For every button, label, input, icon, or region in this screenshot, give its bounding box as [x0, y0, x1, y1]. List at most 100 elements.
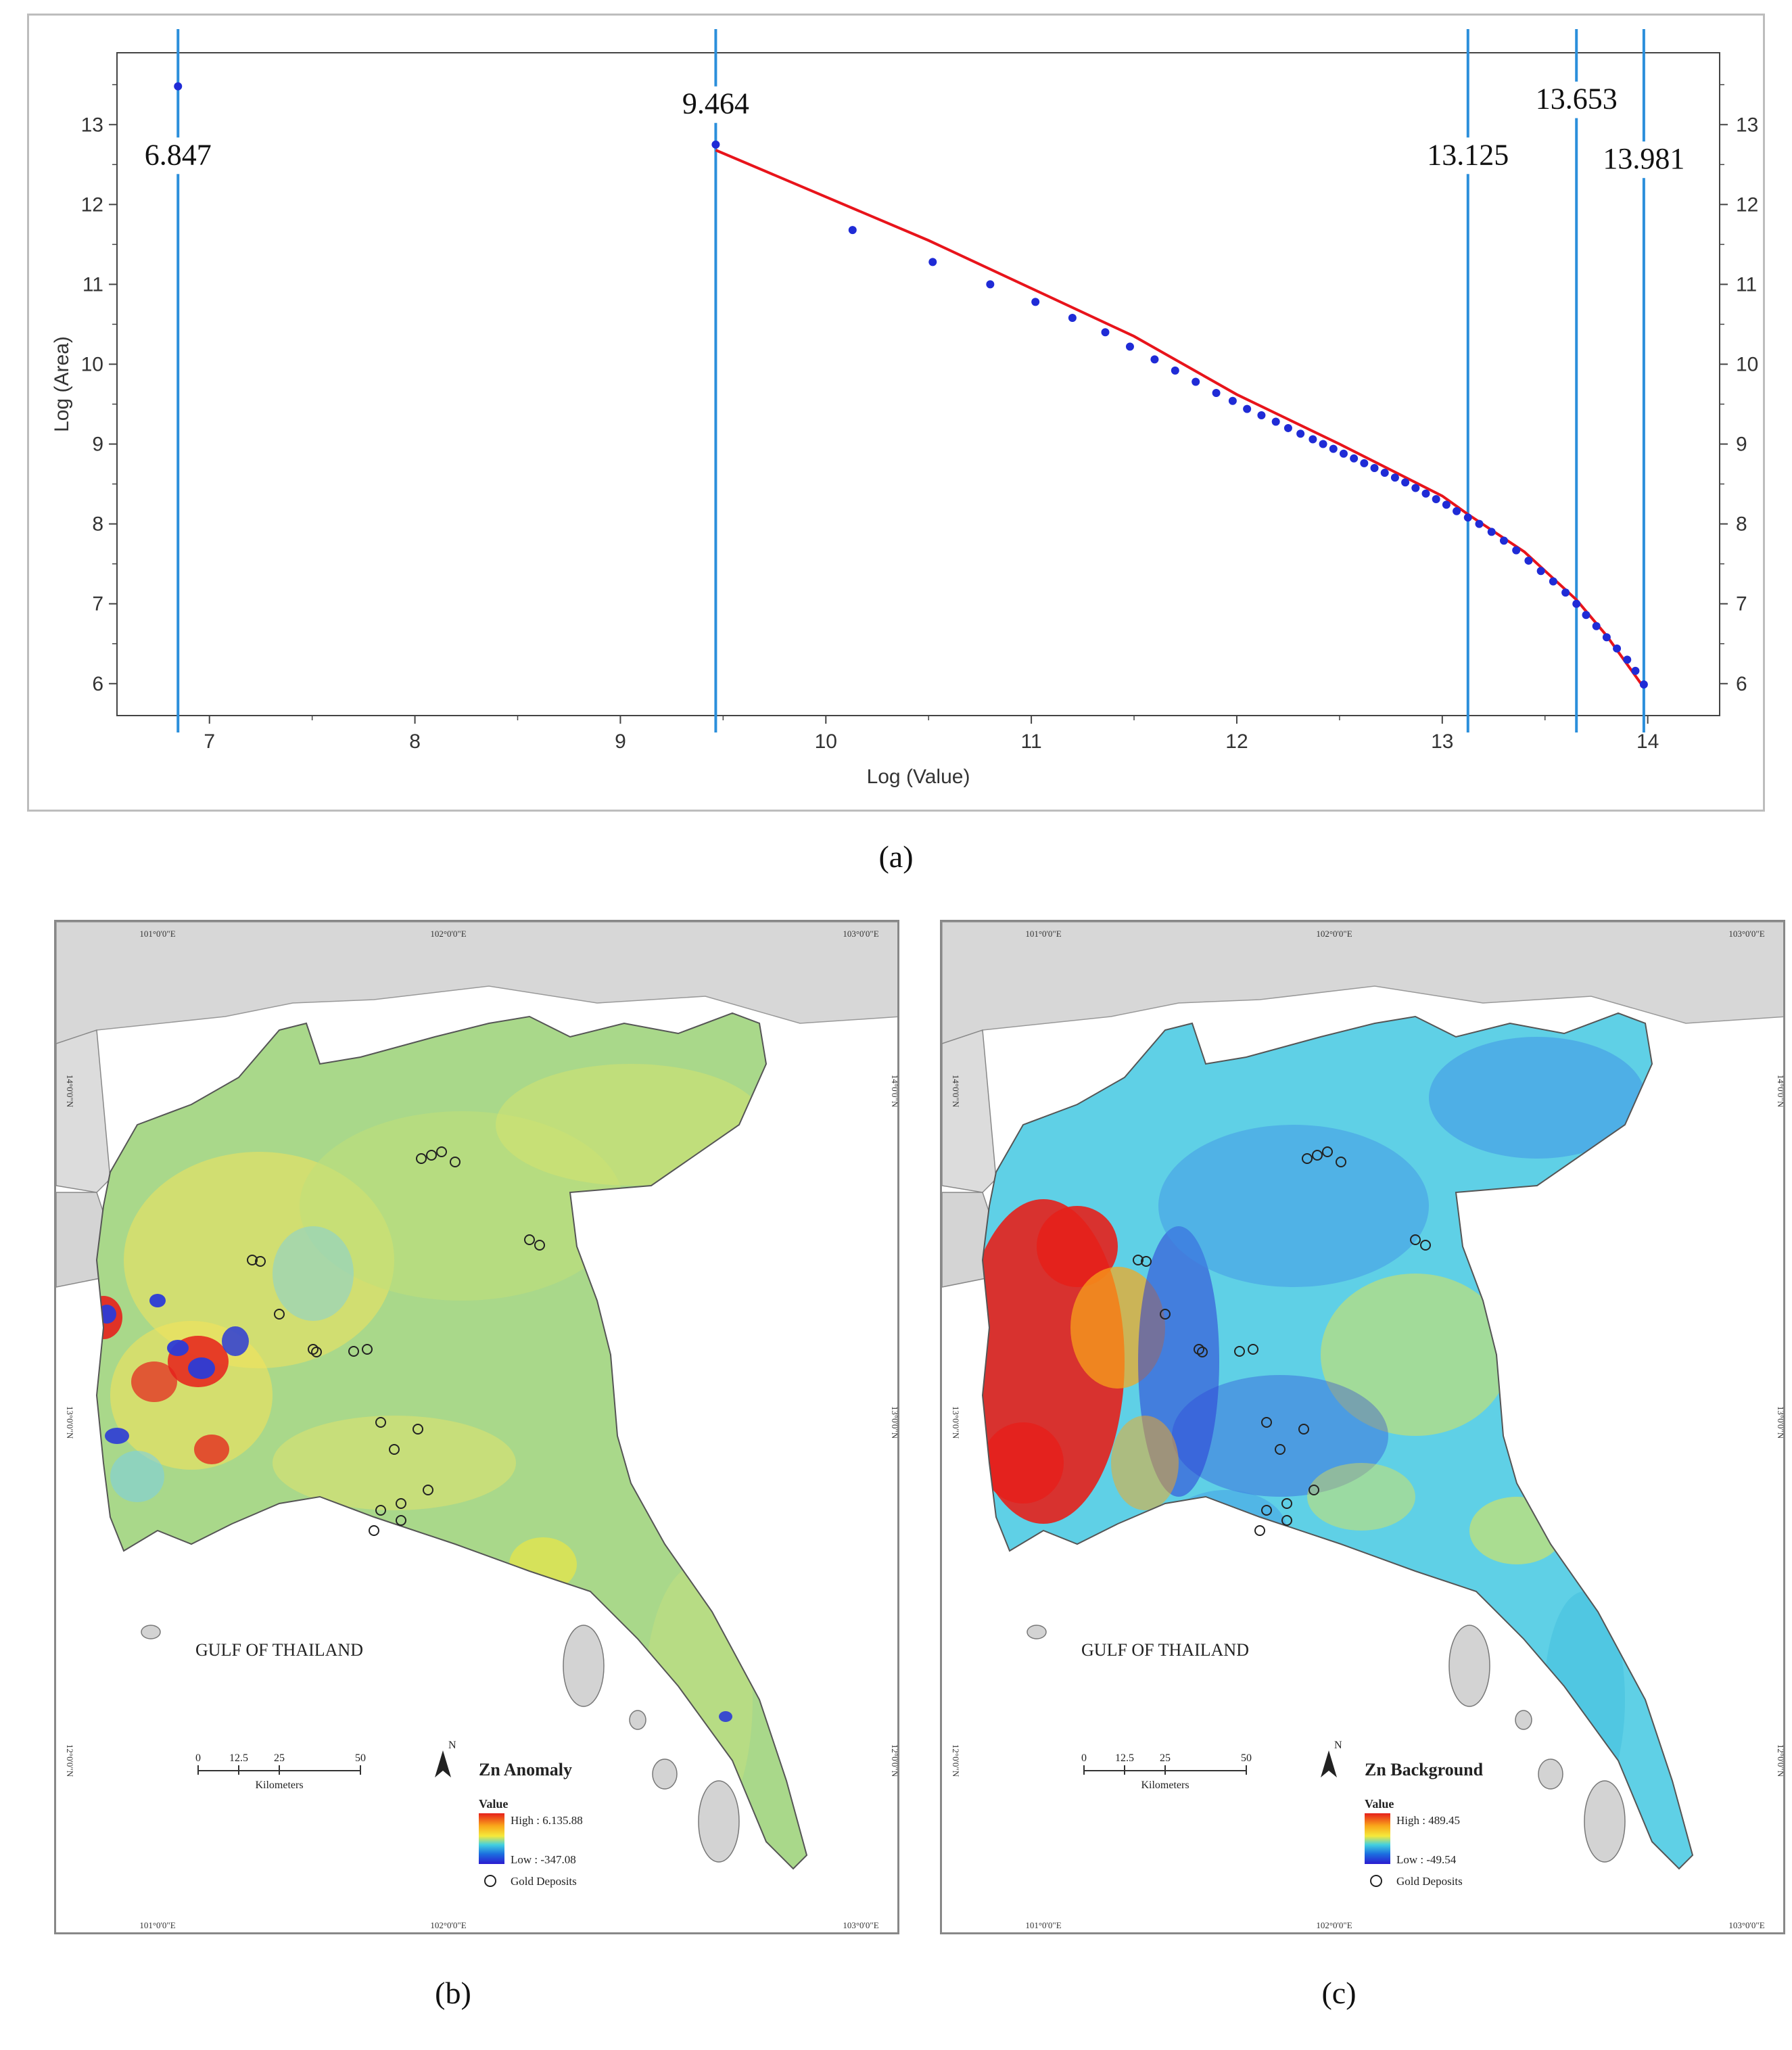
longitude-label-bottom: 103°0'0"E	[843, 1920, 878, 1930]
x-tick-label: 10	[815, 730, 837, 753]
longitude-label-bottom: 102°0'0"E	[430, 1920, 466, 1930]
scale-bar-tick-label: 50	[355, 1752, 366, 1764]
latitude-label-left: 14°0'0"N	[65, 1075, 75, 1108]
gold-deposit-legend-icon	[484, 1875, 496, 1887]
data-point	[1350, 454, 1359, 463]
plot-frame	[116, 52, 1720, 716]
concentration-area-chart: 7 8 9 10 11 12 13 14 6 6 7 7 8 8 9 9 10 10 11 11 12 12 13 13 Log…	[27, 14, 1765, 812]
latitude-label-right: 12°0'0"N	[1776, 1744, 1785, 1777]
data-point	[1271, 417, 1280, 426]
x-tick-label: 13	[1431, 730, 1453, 753]
threshold-label-bg	[668, 86, 763, 123]
data-point	[1031, 298, 1040, 306]
zn-background-map: 101°0'0"E 101°0'0"E 102°0'0"E 102°0'0"E 103°…	[940, 920, 1785, 1934]
raster-blob	[131, 1361, 177, 1402]
data-point	[1487, 528, 1496, 536]
data-point	[1370, 463, 1379, 472]
island	[1448, 1625, 1490, 1707]
longitude-label-top: 102°0'0"E	[1316, 929, 1352, 939]
y-tick-label-left: 9	[92, 434, 103, 456]
gold-deposit-marker	[348, 1346, 359, 1357]
y-tick-label-right: 9	[1736, 434, 1747, 456]
gold-deposit-marker	[1194, 1344, 1204, 1355]
x-tick-label: 14	[1636, 730, 1659, 753]
gold-deposit-marker	[1336, 1157, 1346, 1167]
north-label: N	[1334, 1740, 1342, 1751]
data-point	[1475, 519, 1484, 528]
x-axis-title: Log (Value)	[867, 766, 970, 788]
x-tick-label: 9	[615, 730, 626, 753]
raster-blob	[1165, 1490, 1287, 1571]
scale-bar-tick-label: 12.5	[1115, 1752, 1134, 1764]
data-point	[1360, 459, 1369, 467]
map-b-canvas: 101°0'0"E 101°0'0"E 102°0'0"E 102°0'0"E 103°…	[56, 922, 899, 1930]
gold-deposit-marker	[1302, 1153, 1313, 1164]
raster-blob	[1469, 1497, 1564, 1564]
latitude-label-left: 13°0'0"N	[65, 1406, 75, 1439]
latitude-label-left: 12°0'0"N	[951, 1744, 961, 1777]
gold-deposit-marker	[255, 1256, 266, 1267]
scale-bar-unit: Kilometers	[255, 1779, 303, 1791]
data-point	[1499, 536, 1508, 545]
caption-a: (a)	[878, 839, 914, 874]
y-tick-label-right: 13	[1736, 114, 1758, 136]
neighbor-land-west	[942, 1029, 997, 1193]
raster-blob	[222, 1326, 249, 1356]
layer-title: Zn Background	[1365, 1760, 1484, 1779]
data-point	[711, 140, 720, 149]
y-tick-label-right: 11	[1736, 273, 1757, 296]
gold-deposit-marker	[1281, 1515, 1292, 1526]
raster-blob	[194, 1435, 229, 1464]
latitude-label-right: 14°0'0"N	[890, 1075, 899, 1108]
data-point	[1329, 444, 1338, 453]
y-tick-label-right: 8	[1736, 513, 1747, 536]
raster-blob	[97, 1305, 116, 1324]
data-point	[1171, 366, 1179, 375]
y-axis-title: Log (Area)	[51, 336, 73, 432]
gold-deposit-marker	[1312, 1150, 1323, 1161]
gold-deposit-marker	[1308, 1485, 1319, 1495]
data-point	[1228, 396, 1237, 405]
data-point	[1432, 495, 1440, 504]
data-point	[1401, 478, 1410, 487]
data-point	[1602, 633, 1611, 642]
gold-deposit-marker	[1197, 1347, 1208, 1357]
legend-deposits-label: Gold Deposits	[1396, 1875, 1463, 1888]
caption-b: (b)	[435, 1976, 471, 2010]
x-tick-label: 12	[1225, 730, 1248, 753]
raster-surface	[97, 1013, 807, 1869]
x-tick-label: 8	[409, 730, 421, 753]
data-point	[1296, 429, 1305, 438]
layer-title: Zn Anomaly	[479, 1760, 572, 1779]
data-point	[1631, 666, 1640, 675]
data-point	[1512, 546, 1521, 555]
sea-label: GULF OF THAILAND	[1081, 1640, 1249, 1660]
longitude-label-bottom: 103°0'0"E	[1728, 1920, 1764, 1930]
y-tick-label-left: 11	[82, 273, 103, 296]
map-c-canvas: 101°0'0"E 101°0'0"E 102°0'0"E 102°0'0"E 103°…	[942, 922, 1785, 1930]
gold-deposit-marker	[396, 1498, 406, 1509]
data-point	[1125, 342, 1134, 351]
raster-blob	[1037, 1206, 1118, 1287]
latitude-label-right: 12°0'0"N	[890, 1744, 899, 1777]
y-tick-label-right: 7	[1736, 593, 1747, 615]
legend-value-label: Value	[479, 1797, 508, 1811]
threshold-label: 13.981	[1603, 142, 1684, 175]
island	[652, 1758, 678, 1790]
latitude-label-left: 12°0'0"N	[65, 1744, 75, 1777]
data-point	[1411, 484, 1420, 492]
zn-anomaly-map: 101°0'0"E 101°0'0"E 102°0'0"E 102°0'0"E 103°…	[54, 920, 899, 1934]
data-point	[1101, 328, 1110, 337]
gold-deposit-marker	[436, 1146, 447, 1157]
scale-bar-tick-label: 0	[1081, 1752, 1087, 1764]
threshold-label: 13.125	[1427, 138, 1509, 171]
x-tick-label: 7	[204, 730, 215, 753]
latitude-label-left: 14°0'0"N	[951, 1075, 961, 1108]
scale-bar-unit: Kilometers	[1141, 1779, 1189, 1791]
gold-deposit-marker	[1248, 1344, 1258, 1355]
raster-surface	[983, 1013, 1693, 1869]
gold-deposit-marker	[1254, 1525, 1265, 1536]
longitude-label-top: 101°0'0"E	[139, 929, 175, 939]
data-point	[1150, 355, 1159, 364]
gold-deposit-marker	[396, 1515, 406, 1526]
